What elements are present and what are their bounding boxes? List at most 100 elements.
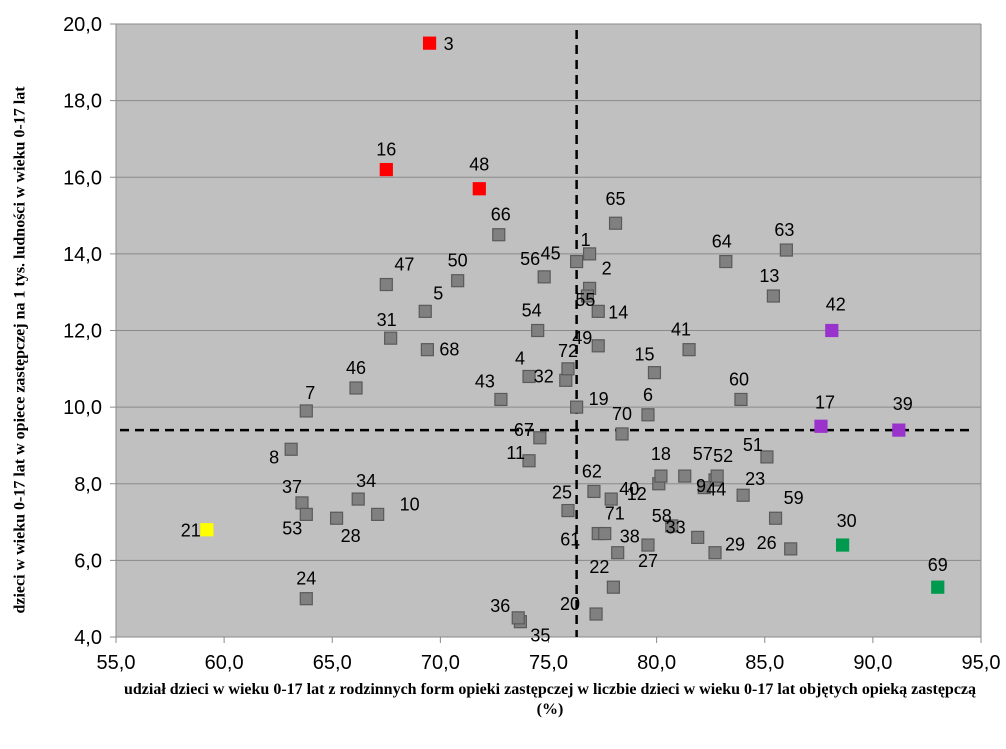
data-point-60	[734, 392, 748, 407]
point-label-70: 70	[612, 404, 632, 424]
point-label-17: 17	[815, 392, 835, 412]
data-point-5	[418, 304, 432, 318]
point-label-11: 11	[506, 443, 525, 463]
data-point-59	[768, 511, 783, 525]
point-label-42: 42	[826, 295, 846, 315]
data-point-23	[736, 488, 750, 502]
x-tick-label: 95,0	[962, 652, 1001, 674]
data-point-50	[451, 274, 465, 288]
point-label-47: 47	[394, 255, 414, 275]
point-label-9: 9	[696, 476, 706, 496]
point-label-51: 51	[743, 435, 763, 455]
data-point-65	[608, 216, 623, 230]
point-label-37: 37	[282, 477, 302, 497]
point-label-68: 68	[439, 340, 459, 360]
data-point-21	[200, 523, 214, 537]
data-point-55	[580, 289, 595, 303]
x-axis-title: udział dzieci w wieku 0-17 lat z rodzinn…	[123, 681, 977, 718]
point-label-24: 24	[296, 569, 316, 589]
point-label-69: 69	[928, 555, 948, 575]
point-label-35: 35	[530, 626, 550, 646]
point-label-13: 13	[759, 266, 779, 286]
point-label-72: 72	[558, 341, 578, 361]
data-point-34	[351, 492, 365, 506]
point-label-18: 18	[651, 444, 671, 464]
data-point-42	[825, 323, 839, 338]
point-label-26: 26	[757, 533, 777, 553]
data-point-29	[708, 546, 722, 560]
y-tick-label: 10,0	[63, 397, 102, 419]
data-point-19	[570, 400, 584, 414]
point-label-8: 8	[269, 447, 279, 467]
point-label-28: 28	[341, 526, 361, 546]
data-point-32	[559, 373, 573, 387]
data-point-36	[511, 611, 525, 625]
data-point-56	[537, 270, 551, 284]
point-label-64: 64	[712, 232, 732, 252]
point-label-19: 19	[589, 389, 609, 409]
point-label-39: 39	[893, 394, 913, 414]
y-axis-title: dzieci w wieku 0-17 lat w opiece zastępc…	[11, 86, 29, 614]
x-tick-label: 90,0	[853, 652, 892, 674]
data-point-49	[591, 339, 605, 353]
point-label-12: 12	[627, 484, 647, 504]
point-label-41: 41	[671, 320, 691, 340]
point-label-22: 22	[589, 557, 609, 577]
data-point-54	[531, 323, 545, 338]
data-point-33	[691, 530, 705, 544]
data-point-47	[379, 277, 393, 292]
point-label-27: 27	[638, 551, 658, 571]
point-label-57: 57	[693, 444, 713, 464]
y-tick-label: 16,0	[63, 167, 102, 189]
point-label-45: 45	[541, 244, 561, 264]
data-point-40	[604, 492, 618, 506]
point-label-29: 29	[725, 535, 745, 555]
y-tick-label: 14,0	[63, 244, 102, 266]
data-point-20	[589, 607, 603, 621]
point-labels: 1234567891011121314151617181920212223242…	[181, 34, 948, 646]
point-label-66: 66	[491, 205, 511, 225]
point-label-38: 38	[620, 527, 640, 547]
point-label-21: 21	[181, 521, 201, 541]
data-point-58	[665, 519, 679, 533]
point-label-7: 7	[305, 383, 315, 403]
data-point-72	[561, 362, 575, 376]
point-label-31: 31	[377, 310, 397, 330]
point-label-36: 36	[490, 596, 510, 616]
data-point-53	[299, 507, 313, 521]
data-point-14	[591, 304, 605, 318]
y-tick-label: 18,0	[63, 91, 102, 113]
data-point-57	[678, 469, 692, 483]
point-label-3: 3	[444, 34, 454, 54]
data-point-17	[814, 419, 828, 433]
gridlines	[110, 23, 982, 643]
data-point-69	[931, 580, 945, 594]
point-label-15: 15	[634, 345, 654, 365]
data-point-26	[784, 542, 798, 556]
y-tick-label: 8,0	[74, 474, 102, 496]
data-points	[200, 36, 945, 629]
data-point-52	[710, 469, 724, 483]
data-point-24	[299, 592, 313, 606]
point-label-16: 16	[376, 140, 396, 160]
point-label-34: 34	[356, 471, 376, 491]
data-point-38	[611, 546, 625, 560]
data-point-67	[533, 431, 547, 445]
y-tick-label: 6,0	[74, 550, 102, 572]
point-label-61: 61	[560, 530, 580, 550]
point-label-59: 59	[784, 488, 804, 508]
data-point-37	[295, 496, 309, 510]
point-label-25: 25	[552, 483, 572, 503]
point-label-48: 48	[469, 155, 489, 175]
point-label-56: 56	[520, 249, 540, 269]
point-label-67: 67	[514, 420, 534, 440]
y-tick-label: 4,0	[74, 627, 102, 649]
y-axis-label-container: dzieci w wieku 0-17 lat w opiece zastępc…	[0, 20, 40, 640]
point-label-65: 65	[606, 189, 626, 209]
data-point-39	[892, 423, 906, 437]
reference-lines	[120, 30, 975, 637]
point-label-40: 40	[619, 479, 639, 499]
point-label-32: 32	[534, 366, 554, 386]
data-point-8	[284, 442, 298, 456]
